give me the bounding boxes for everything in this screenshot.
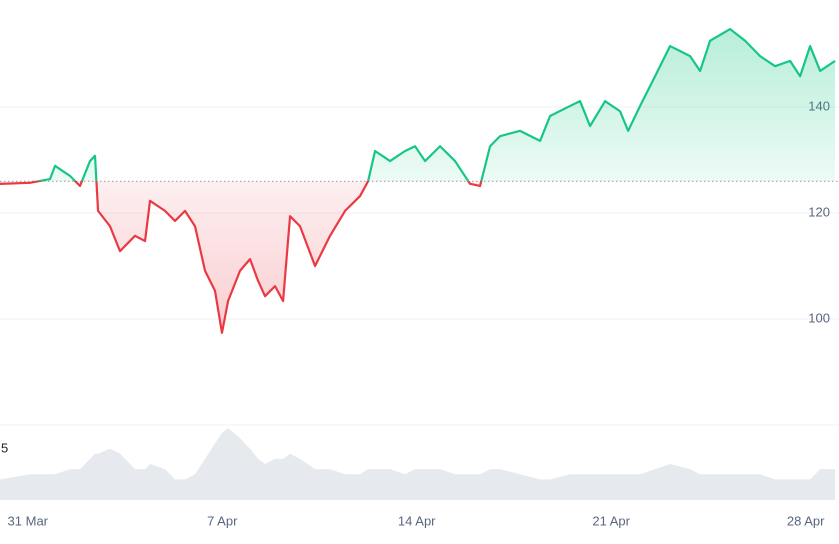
x-tick-label: 14 Apr: [398, 513, 436, 528]
price-line: [0, 27, 836, 334]
volume-area: [0, 428, 836, 500]
x-tick-label: 7 Apr: [207, 513, 238, 528]
x-tick-label: 31 Mar: [8, 513, 49, 528]
x-tick-label: 21 Apr: [592, 513, 630, 528]
volume-label: 5: [1, 440, 8, 455]
price-area: [0, 29, 836, 333]
y-tick-label: 120: [808, 204, 830, 219]
x-tick-label: 28 Apr: [787, 513, 825, 528]
y-tick-label: 100: [808, 310, 830, 325]
